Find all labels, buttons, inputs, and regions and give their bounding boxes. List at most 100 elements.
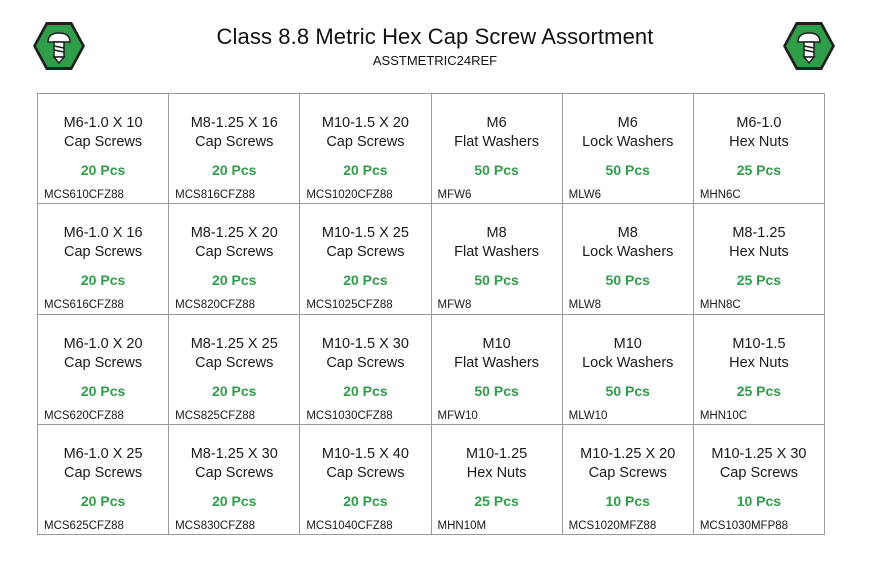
compartment-cell: M10-1.25 X 20 Cap Screws 10 Pcs MCS1020M… [562, 424, 694, 535]
compartment-cell: M10-1.5 X 20 Cap Screws 20 Pcs MCS1020CF… [300, 94, 432, 205]
item-quantity: 20 Pcs [212, 162, 257, 178]
item-size: M10-1.5 X 30 [321, 335, 409, 352]
item-size: M10 [482, 335, 511, 352]
item-sku: MCS620CFZ88 [44, 409, 124, 422]
item-sku: MCS1030CFZ88 [306, 409, 393, 422]
item-sku: MCS1020CFZ88 [306, 189, 393, 201]
item-sku: MHN6C [699, 189, 741, 201]
compartment-cell: M10 Flat Washers 50 Pcs MFW10 [431, 314, 563, 425]
compartment-cell: M8 Lock Washers 50 Pcs MLW8 [562, 204, 694, 315]
compartment-cell: M6 Flat Washers 50 Pcs MFW6 [431, 94, 563, 205]
item-size: M6 [486, 115, 507, 131]
item-sku: MLW10 [568, 409, 608, 422]
item-quantity: 20 Pcs [212, 382, 257, 399]
item-quantity: 50 Pcs [474, 382, 519, 399]
item-quantity: 50 Pcs [474, 162, 519, 178]
item-size: M10-1.25 X 30 [711, 445, 807, 462]
item-type: Hex Nuts [466, 464, 527, 481]
item-type: Hex Nuts [729, 134, 789, 150]
item-type: Cap Screws [326, 354, 405, 371]
item-sku: MCS625CFZ88 [44, 519, 124, 532]
item-type: Cap Screws [195, 464, 274, 481]
item-quantity: 20 Pcs [343, 382, 388, 399]
item-sku: MCS820CFZ88 [175, 299, 256, 312]
item-size: M10 [613, 335, 642, 352]
item-type: Cap Screws [195, 354, 274, 371]
item-size: M10-1.25 X 20 [580, 445, 676, 462]
item-type: Hex Nuts [729, 354, 789, 371]
item-sku: MCS616CFZ88 [44, 299, 124, 312]
compartment-cell: M10-1.25 Hex Nuts 25 Pcs MHN10M [431, 424, 563, 535]
assortment-grid: M6-1.0 X 10 Cap Screws 20 Pcs MCS610CFZ8… [37, 93, 825, 535]
compartment-cell: M10-1.5 Hex Nuts 25 Pcs MHN10C [693, 314, 825, 425]
item-size: M6-1.0 [736, 115, 782, 131]
green-hex-screw-icon [782, 20, 836, 72]
compartment-cell: M6 Lock Washers 50 Pcs MLW6 [562, 94, 694, 205]
item-size: M8-1.25 X 16 [190, 115, 278, 131]
item-type: Cap Screws [63, 134, 143, 150]
compartment-cell: M8-1.25 Hex Nuts 25 Pcs MHN8C [693, 204, 825, 315]
compartment-cell: M6-1.0 X 10 Cap Screws 20 Pcs MCS610CFZ8… [38, 94, 170, 205]
item-sku: MFW8 [437, 299, 472, 312]
compartment-cell: M8 Flat Washers 50 Pcs MFW8 [431, 204, 563, 315]
item-quantity: 20 Pcs [80, 272, 126, 289]
item-sku: MFW10 [437, 409, 478, 422]
item-type: Cap Screws [719, 464, 798, 481]
item-size: M8-1.25 X 30 [190, 445, 278, 462]
item-sku: MHN10C [699, 409, 748, 422]
compartment-cell: M8-1.25 X 20 Cap Screws 20 Pcs MCS820CFZ… [169, 204, 301, 315]
item-size: M10-1.25 [465, 445, 528, 462]
item-sku: MCS1030MFP88 [699, 519, 789, 532]
item-type: Lock Washers [582, 354, 674, 371]
item-type: Cap Screws [326, 464, 405, 481]
item-type: Cap Screws [588, 464, 667, 481]
item-size: M6 [617, 115, 638, 131]
item-quantity: 20 Pcs [343, 492, 388, 509]
item-quantity: 20 Pcs [212, 272, 257, 289]
item-quantity: 50 Pcs [474, 272, 519, 289]
item-sku: MCS1040CFZ88 [306, 519, 393, 532]
item-quantity: 50 Pcs [605, 382, 650, 399]
item-type: Lock Washers [582, 244, 674, 261]
compartment-cell: M10-1.5 X 25 Cap Screws 20 Pcs MCS1025CF… [300, 204, 432, 315]
item-type: Cap Screws [195, 134, 274, 150]
compartment-cell: M6-1.0 X 16 Cap Screws 20 Pcs MCS616CFZ8… [38, 204, 170, 315]
item-type: Hex Nuts [729, 244, 789, 261]
item-quantity: 20 Pcs [343, 272, 388, 289]
item-sku: MHN8C [699, 299, 741, 312]
item-quantity: 20 Pcs [80, 382, 126, 399]
item-sku: MCS610CFZ88 [44, 189, 124, 201]
item-sku: MHN10M [437, 519, 487, 532]
item-type: Flat Washers [454, 354, 540, 371]
item-quantity: 10 Pcs [605, 492, 650, 509]
item-size: M8-1.25 X 20 [190, 225, 278, 242]
item-type: Cap Screws [195, 244, 274, 261]
item-sku: MLW8 [568, 299, 602, 312]
item-sku: MFW6 [437, 189, 472, 201]
item-quantity: 25 Pcs [474, 492, 519, 509]
compartment-cell: M10-1.25 X 30 Cap Screws 10 Pcs MCS1030M… [693, 424, 825, 535]
item-sku: MCS830CFZ88 [175, 519, 256, 532]
compartment-cell: M10-1.5 X 30 Cap Screws 20 Pcs MCS1030CF… [300, 314, 432, 425]
item-quantity: 50 Pcs [605, 272, 650, 289]
item-size: M10-1.5 X 25 [321, 225, 409, 242]
item-type: Cap Screws [63, 244, 143, 261]
compartment-cell: M6-1.0 Hex Nuts 25 Pcs MHN6C [693, 94, 825, 205]
item-size: M6-1.0 X 10 [63, 115, 143, 131]
item-size: M10-1.5 X 40 [321, 445, 409, 462]
item-quantity: 20 Pcs [212, 492, 257, 509]
item-quantity: 25 Pcs [736, 162, 782, 178]
item-size: M10-1.5 X 20 [321, 115, 409, 131]
item-quantity: 20 Pcs [343, 162, 388, 178]
item-type: Flat Washers [454, 244, 540, 261]
compartment-cell: M10-1.5 X 40 Cap Screws 20 Pcs MCS1040CF… [300, 424, 432, 535]
item-quantity: 25 Pcs [736, 382, 782, 399]
item-size: M8 [617, 225, 638, 242]
item-sku: MCS1020MFZ88 [568, 519, 657, 532]
item-quantity: 50 Pcs [605, 162, 650, 178]
item-quantity: 10 Pcs [736, 492, 782, 509]
item-type: Flat Washers [454, 134, 540, 150]
item-type: Cap Screws [326, 134, 405, 150]
item-size: M8-1.25 [732, 225, 786, 242]
item-sku: MLW6 [568, 189, 602, 201]
